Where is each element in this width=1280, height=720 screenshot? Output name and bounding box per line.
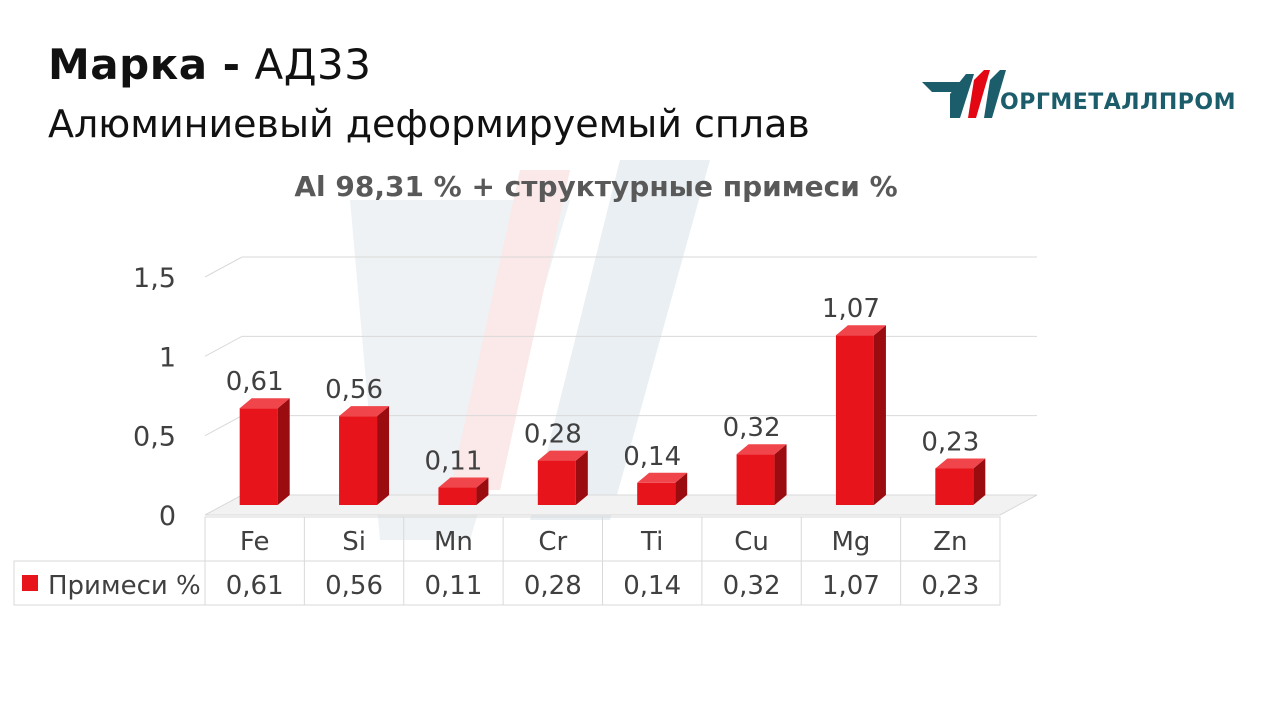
bar: [537, 460, 576, 505]
legend-cell: [13, 560, 206, 606]
chart-floor: [204, 494, 1038, 516]
data-label: 0,56: [325, 375, 383, 405]
grade-value: АД33: [254, 40, 372, 89]
data-label: 0,32: [723, 413, 781, 443]
gridline: [204, 415, 1037, 437]
table-value: 1,07: [822, 571, 880, 601]
data-label: 0,14: [623, 442, 681, 472]
bar-top: [736, 444, 787, 455]
bar-side: [476, 477, 489, 505]
y-tick-label: 1: [159, 342, 176, 373]
x-category-label: Si: [342, 527, 366, 557]
gridline: [204, 335, 1037, 357]
gridline: [204, 256, 1037, 278]
logo-text: ОРГМЕТАЛЛПРОМ: [1000, 90, 1236, 115]
table-value: 0,61: [226, 571, 284, 601]
table-value: 0,56: [325, 571, 383, 601]
x-category-label: Cu: [734, 527, 769, 557]
x-category-label: Cr: [538, 527, 567, 557]
bar: [339, 416, 378, 505]
bar-side: [774, 444, 787, 505]
legend-swatch: [22, 575, 38, 591]
bar: [935, 468, 974, 505]
bar-side: [973, 458, 986, 505]
y-tick-label: 0,5: [133, 422, 176, 453]
x-category-label: Mn: [434, 527, 473, 557]
grade-label: Марка -: [48, 40, 241, 89]
data-label: 1,07: [822, 294, 880, 324]
bar-side: [575, 450, 588, 505]
bar-top: [637, 472, 688, 483]
bar-top: [835, 325, 886, 336]
y-tick-label: 0: [159, 501, 176, 532]
alloy-subtitle: Алюминиевый деформируемый сплав: [48, 102, 810, 146]
table-value: 0,14: [623, 571, 681, 601]
bar: [637, 482, 676, 505]
data-label: 0,61: [226, 367, 284, 397]
bar-side: [377, 406, 390, 505]
table-value: 0,11: [424, 571, 482, 601]
x-category-label: Zn: [933, 527, 967, 557]
data-label: 0,23: [921, 428, 979, 458]
legend-series-name: Примеси %: [48, 571, 201, 601]
company-logo: [922, 70, 1006, 118]
bar-top: [239, 398, 290, 409]
bar-side: [873, 325, 886, 505]
bar-top: [438, 477, 489, 488]
bar: [438, 487, 477, 505]
x-category-label: Ti: [640, 527, 663, 557]
bar-top: [339, 406, 390, 417]
bar-top: [935, 458, 986, 469]
data-label: 0,11: [424, 447, 482, 477]
data-label: 0,28: [524, 420, 582, 450]
grade-title: Марка - АД33: [48, 40, 371, 89]
table-value: 0,32: [723, 571, 781, 601]
chart-title: Al 98,31 % + структурные примеси %: [294, 170, 898, 203]
table-value: 0,23: [921, 571, 979, 601]
watermark-logo: [350, 160, 710, 540]
bar-top: [537, 450, 588, 461]
bar: [835, 335, 874, 505]
table-value: 0,28: [524, 571, 582, 601]
x-category-label: Fe: [240, 527, 270, 557]
bar: [736, 454, 775, 505]
bar-side: [675, 472, 688, 505]
y-tick-label: 1,5: [133, 263, 176, 294]
bar: [239, 408, 278, 505]
x-category-label: Mg: [831, 527, 870, 557]
bar-side: [277, 398, 290, 505]
